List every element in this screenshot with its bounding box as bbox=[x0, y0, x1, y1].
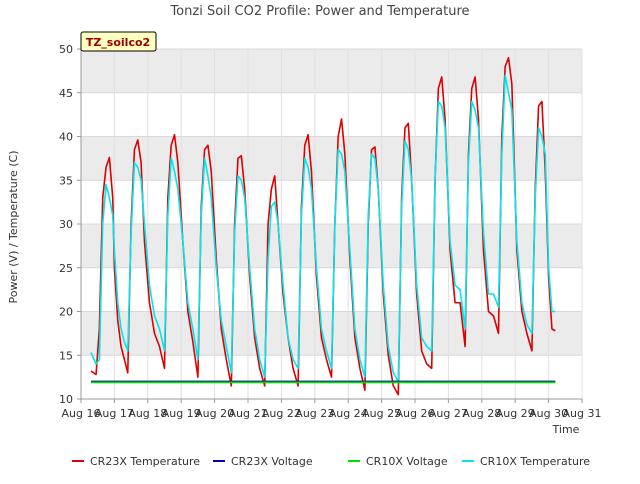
y-tick-label: 20 bbox=[59, 306, 73, 319]
y-tick-label: 30 bbox=[59, 218, 73, 231]
x-tick-label: Aug 18 bbox=[128, 407, 167, 420]
x-tick-label: Aug 31 bbox=[563, 407, 602, 420]
x-tick-label: Aug 24 bbox=[329, 407, 368, 420]
legend-cr23x-voltage-label: CR23X Voltage bbox=[231, 455, 313, 468]
legend-cr10x-voltage-label: CR10X Voltage bbox=[366, 455, 448, 468]
x-tick-label: Aug 20 bbox=[195, 407, 234, 420]
y-tick-label: 15 bbox=[59, 349, 73, 362]
legend-cr23x-temperature-label: CR23X Temperature bbox=[90, 455, 200, 468]
y-tick-label: 10 bbox=[59, 393, 73, 406]
plot-band bbox=[81, 224, 582, 268]
series-layer bbox=[90, 56, 556, 396]
x-tick-label: Aug 29 bbox=[496, 407, 535, 420]
x-tick-label: Aug 23 bbox=[295, 407, 334, 420]
x-tick-label: Aug 19 bbox=[162, 407, 201, 420]
x-tick-label: Aug 28 bbox=[462, 407, 501, 420]
site-label: TZ_soilco2 bbox=[86, 36, 150, 49]
x-tick-label: Aug 27 bbox=[429, 407, 468, 420]
site-label-badge: TZ_soilco2 bbox=[80, 31, 157, 52]
x-tick-label: Aug 26 bbox=[396, 407, 435, 420]
series-line-cr10x-temperature bbox=[90, 74, 556, 383]
x-tick-label: Aug 22 bbox=[262, 407, 301, 420]
y-axis-label: Power (V) / Temperature (C) bbox=[7, 150, 20, 303]
site-label-box bbox=[80, 31, 157, 52]
y-tick-label: 50 bbox=[59, 43, 73, 56]
x-tick-label: Aug 30 bbox=[529, 407, 568, 420]
legend-cr10x-temperature-label: CR10X Temperature bbox=[480, 455, 590, 468]
y-tick-label: 25 bbox=[59, 262, 73, 275]
x-tick-label: Aug 25 bbox=[362, 407, 401, 420]
y-tick-label: 40 bbox=[59, 131, 73, 144]
y-tick-label: 45 bbox=[59, 87, 73, 100]
x-axis-label: Time bbox=[552, 423, 580, 436]
plot-band bbox=[81, 49, 582, 93]
chart-title: Tonzi Soil CO2 Profile: Power and Temper… bbox=[169, 4, 469, 19]
y-tick-label: 35 bbox=[59, 174, 73, 187]
x-tick-label: Aug 17 bbox=[95, 407, 134, 420]
legend: CR23X Temperature CR23X Voltage CR10X Volt… bbox=[72, 455, 590, 468]
x-tick-label: Aug 21 bbox=[229, 407, 268, 420]
x-tick-label: Aug 16 bbox=[62, 407, 101, 420]
plot-band bbox=[81, 136, 582, 181]
